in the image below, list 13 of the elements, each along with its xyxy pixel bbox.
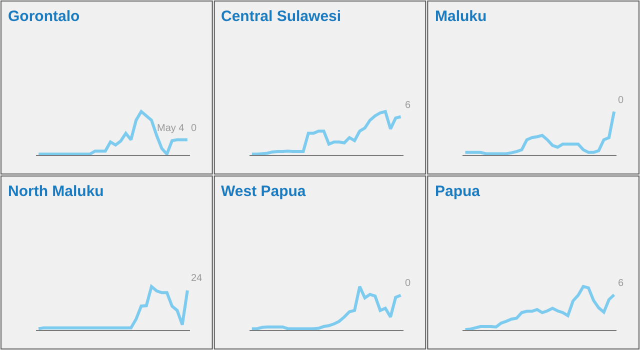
chart-title: Gorontalo [8,8,80,25]
text: 0 [618,95,624,106]
chart-title: Central Sulawesi [221,8,342,25]
text: 6 [405,100,411,111]
text: 6 [618,278,624,289]
text: 24 [191,273,203,284]
chart-title: West Papua [221,183,306,200]
chart-title: North Maluku [8,183,104,200]
chart-title: Maluku [435,8,487,25]
annotation: May 4 [157,123,185,134]
text: 0 [405,278,411,289]
chart-title: Papua [435,183,481,200]
text: 0 [191,123,197,134]
